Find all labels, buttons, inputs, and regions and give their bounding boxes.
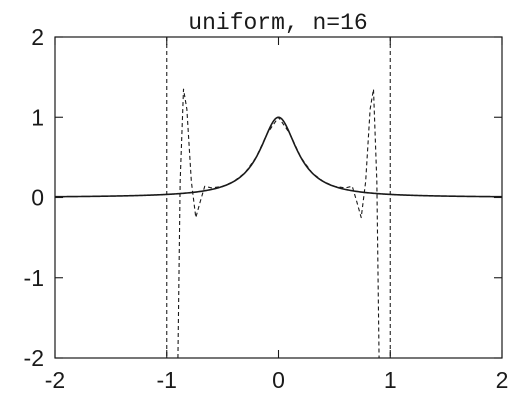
x-tick-label: 0 (272, 367, 285, 393)
y-tick-label: -1 (24, 265, 44, 291)
ticks: -2 -1 0 1 2 -2 -1 0 1 2 (24, 24, 509, 393)
y-tick-label: 1 (31, 104, 44, 130)
chart-title: uniform, n=16 (188, 10, 367, 36)
y-tick-label: -2 (24, 345, 44, 371)
y-tick-label: 2 (31, 24, 44, 50)
x-tick-label: 2 (496, 367, 509, 393)
series-group (54, 88, 503, 359)
y-tick-label: 0 (31, 185, 44, 211)
series-line-interpolant (177, 88, 380, 359)
reference-lines (166, 37, 391, 358)
x-tick-label: 1 (384, 367, 397, 393)
x-tick-label: -1 (157, 367, 177, 393)
x-tick-label: -2 (45, 367, 65, 393)
